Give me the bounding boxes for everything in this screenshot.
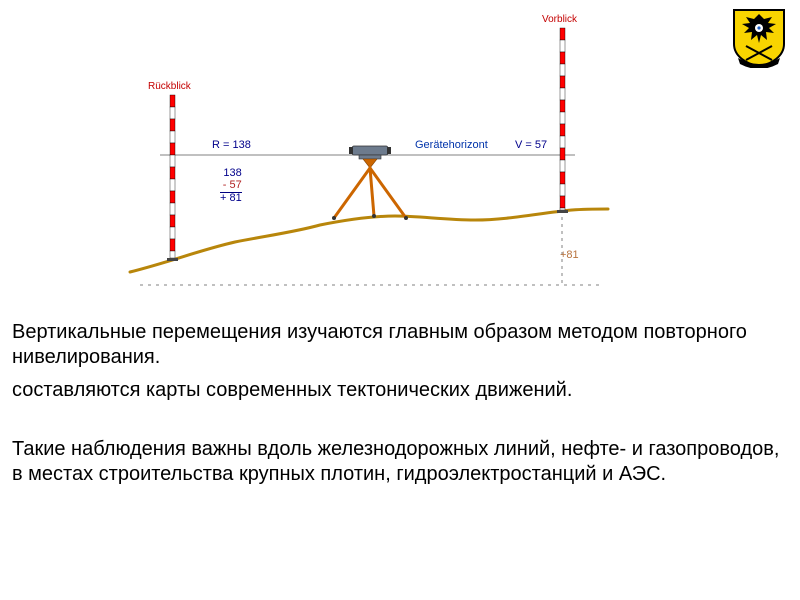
calc-line3: + 81 [220,192,242,205]
rod-left [167,95,178,261]
plus81-label: +81 [560,249,579,261]
horizon-label: Gerätehorizont [415,139,488,151]
leveling-diagram: Rückblick Vorblick Gerätehorizont R = 13… [0,0,800,320]
paragraph-2: составляются карты современных тектониче… [12,378,788,403]
calculation-block: 138 - 57 + 81 [220,168,242,205]
calc-line1: 138 [220,168,242,180]
v-value-label: V = 57 [515,139,547,151]
body-text: Вертикальные перемещения изучаются главн… [12,320,788,495]
r-value-label: R = 138 [212,139,251,151]
vorblick-label: Vorblick [542,14,577,25]
level-instrument [332,146,408,220]
rod-base [557,210,568,213]
rod-right [557,28,568,213]
ground-line [130,209,608,272]
rod-base [167,258,178,261]
paragraph-1: Вертикальные перемещения изучаются главн… [12,320,788,370]
paragraph-3: Такие наблюдения важны вдоль железнодоро… [12,437,788,487]
calc-line2: - 57 [220,180,242,192]
ruckblick-label: Rückblick [148,81,191,92]
